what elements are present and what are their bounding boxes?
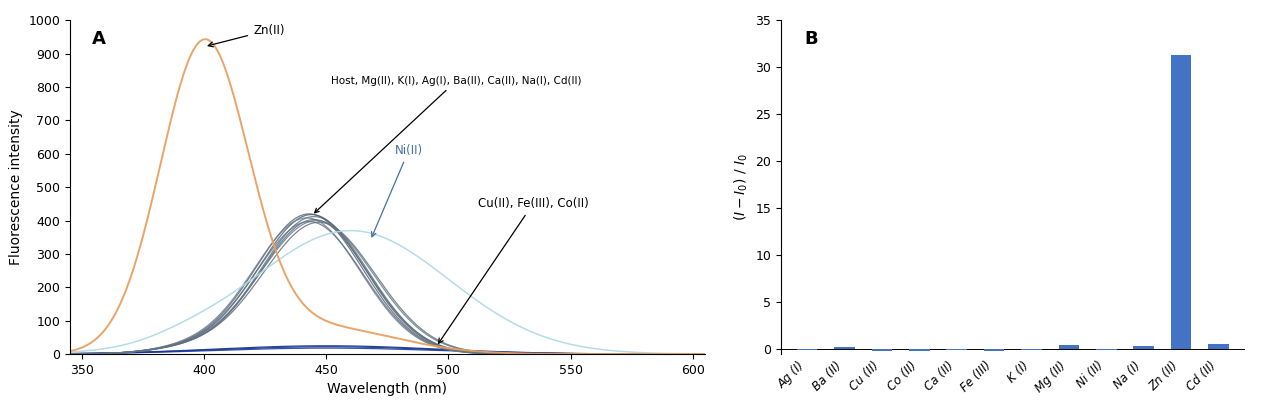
- X-axis label: Wavelength (nm): Wavelength (nm): [328, 382, 447, 396]
- Bar: [946, 349, 966, 350]
- Y-axis label: $(\mathit{I}-\mathit{I_0})\ /\ \mathit{I_0}$: $(\mathit{I}-\mathit{I_0})\ /\ \mathit{I…: [733, 153, 749, 221]
- Bar: [1021, 349, 1041, 350]
- Bar: [1133, 346, 1154, 349]
- Bar: [1171, 55, 1191, 349]
- Text: A: A: [91, 31, 105, 48]
- Text: B: B: [804, 31, 818, 48]
- Bar: [1208, 344, 1228, 349]
- Text: Host, Mg(II), K(I), Ag(I), Ba(II), Ca(II), Na(I), Cd(II): Host, Mg(II), K(I), Ag(I), Ba(II), Ca(II…: [315, 76, 582, 213]
- Bar: [1059, 345, 1080, 349]
- Bar: [834, 347, 855, 349]
- Text: Cu(II), Fe(III), Co(II): Cu(II), Fe(III), Co(II): [438, 197, 588, 343]
- Bar: [909, 349, 930, 351]
- Y-axis label: Fluorescence intensity: Fluorescence intensity: [9, 109, 23, 265]
- Bar: [984, 349, 1005, 350]
- Bar: [871, 349, 893, 350]
- Bar: [798, 349, 818, 350]
- Bar: [1096, 349, 1116, 350]
- Text: Ni(II): Ni(II): [372, 144, 423, 237]
- Text: Zn(II): Zn(II): [208, 24, 284, 47]
